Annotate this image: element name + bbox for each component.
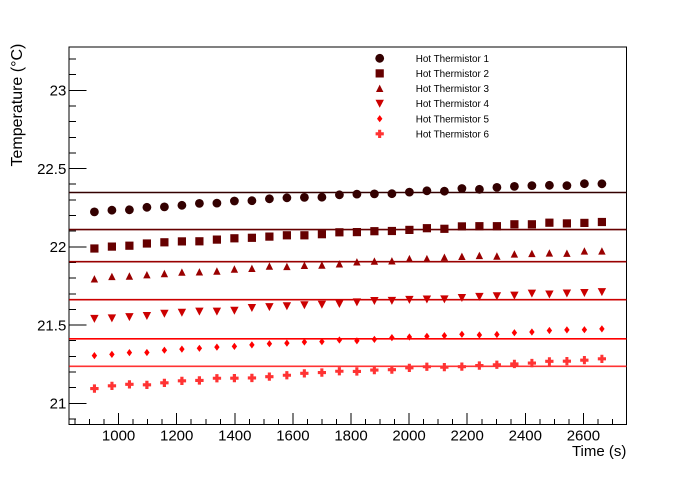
svg-text:Hot Thermistor 3: Hot Thermistor 3 (416, 84, 490, 95)
svg-text:1000: 1000 (102, 428, 135, 445)
svg-text:2000: 2000 (392, 428, 425, 445)
svg-text:2400: 2400 (509, 428, 542, 445)
svg-text:Hot Thermistor 2: Hot Thermistor 2 (416, 69, 489, 80)
svg-text:Temperature (°C): Temperature (°C) (9, 44, 26, 167)
svg-text:23: 23 (50, 83, 67, 100)
svg-text:1600: 1600 (276, 428, 309, 445)
svg-text:22: 22 (50, 239, 67, 256)
svg-text:Time (s): Time (s) (572, 443, 626, 460)
svg-text:Hot Thermistor 6: Hot Thermistor 6 (416, 129, 490, 140)
svg-text:21: 21 (50, 396, 67, 413)
svg-text:Hot Thermistor 5: Hot Thermistor 5 (416, 114, 490, 125)
svg-text:Hot Thermistor 4: Hot Thermistor 4 (416, 99, 490, 110)
svg-text:22.5: 22.5 (37, 161, 66, 178)
svg-text:2200: 2200 (451, 428, 484, 445)
svg-text:1200: 1200 (160, 428, 193, 445)
svg-text:Hot Thermistor 1: Hot Thermistor 1 (416, 54, 490, 65)
svg-text:1800: 1800 (334, 428, 367, 445)
svg-text:2600: 2600 (567, 428, 600, 445)
svg-text:21.5: 21.5 (37, 317, 66, 334)
svg-text:1400: 1400 (218, 428, 251, 445)
